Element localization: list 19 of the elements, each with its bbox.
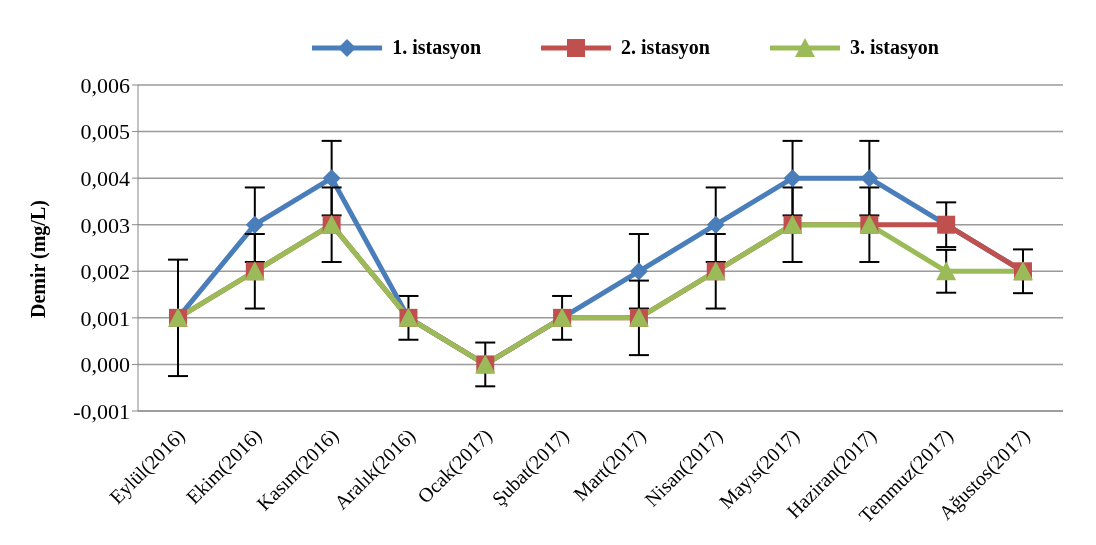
point (936, 261, 957, 281)
point (706, 215, 725, 234)
y-tick-label: 0,005 (80, 119, 130, 145)
y-tick-label: 0,002 (80, 259, 130, 285)
y-tick-label: 0,003 (80, 212, 130, 238)
y-axis-title: Demir (mg/L) (27, 200, 51, 318)
y-tick-label: 0,001 (80, 305, 130, 331)
legend-label: 1. istasyon (392, 36, 482, 59)
point (860, 169, 879, 188)
point (629, 262, 648, 281)
y-tick-label: 0,006 (80, 72, 130, 98)
y-tick-label: 0,000 (80, 352, 130, 378)
legend-label: 3. istasyon (849, 36, 939, 59)
y-tick-label: -0,001 (73, 398, 130, 424)
point (245, 215, 264, 234)
point (783, 169, 802, 188)
legend-label: 2. istasyon (621, 36, 710, 59)
y-tick-label: 0,004 (80, 165, 130, 191)
point (322, 169, 341, 188)
